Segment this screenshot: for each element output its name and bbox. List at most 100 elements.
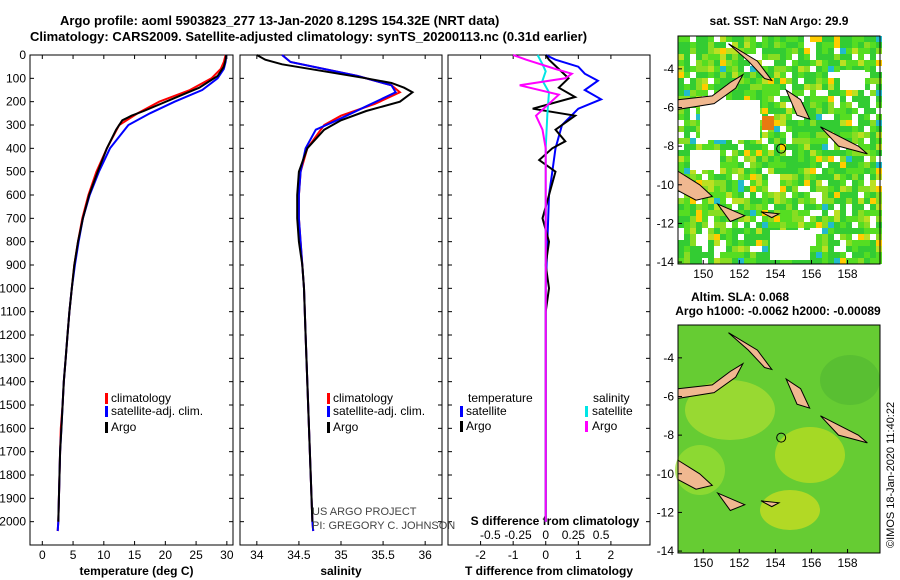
sst-cell bbox=[798, 60, 804, 66]
sst-cell bbox=[834, 108, 840, 114]
sst-cell bbox=[744, 90, 750, 96]
sst-cell bbox=[870, 90, 876, 96]
lat-tick-label: -8 bbox=[663, 139, 674, 153]
sst-cell bbox=[774, 54, 780, 60]
lon-tick-label: 150 bbox=[693, 267, 713, 281]
sst-cell bbox=[684, 48, 690, 54]
sst-cell bbox=[852, 234, 858, 240]
sst-cell bbox=[798, 156, 804, 162]
sst-cell bbox=[810, 72, 816, 78]
sst-cell bbox=[876, 180, 882, 186]
sst-cell bbox=[810, 48, 816, 54]
sst-cell bbox=[690, 120, 696, 126]
sst-cell bbox=[738, 210, 744, 216]
sst-cell bbox=[708, 174, 714, 180]
sst-cell bbox=[774, 216, 780, 222]
x-tick-label: 34.5 bbox=[287, 548, 311, 562]
sst-cell bbox=[744, 48, 750, 54]
sst-cell bbox=[768, 192, 774, 198]
sst-cell bbox=[846, 132, 852, 138]
sst-cell bbox=[870, 192, 876, 198]
sst-cell bbox=[702, 222, 708, 228]
sst-cell bbox=[828, 216, 834, 222]
sst-cell bbox=[780, 198, 786, 204]
sst-cell bbox=[816, 48, 822, 54]
sst-cell bbox=[828, 84, 834, 90]
sst-cell bbox=[864, 132, 870, 138]
legend-satellite-label: satellite-adj. clim. bbox=[111, 404, 203, 418]
sst-cell bbox=[816, 162, 822, 168]
sst-cell bbox=[684, 234, 690, 240]
sst-cell bbox=[858, 228, 864, 234]
sst-cell bbox=[714, 246, 720, 252]
sst-cell bbox=[762, 144, 768, 150]
sst-cell bbox=[774, 120, 780, 126]
sla-map-subtitle: Argo h1000: -0.0062 h2000: -0.00089 bbox=[675, 304, 881, 318]
sst-cell bbox=[696, 144, 702, 150]
sst-cell bbox=[690, 72, 696, 78]
sst-cell bbox=[792, 174, 798, 180]
sst-cell bbox=[846, 252, 852, 258]
sst-cell bbox=[714, 228, 720, 234]
sst-cell bbox=[678, 120, 684, 126]
sst-cell bbox=[834, 174, 840, 180]
sst-cell bbox=[690, 108, 696, 114]
sst-cell bbox=[816, 54, 822, 60]
sst-cell bbox=[822, 108, 828, 114]
sst-cell bbox=[774, 192, 780, 198]
lon-tick-label: 154 bbox=[765, 267, 785, 281]
legend-climatology-swatch bbox=[327, 393, 330, 404]
sst-cell bbox=[684, 90, 690, 96]
sst-cell bbox=[696, 126, 702, 132]
sst-cell bbox=[702, 54, 708, 60]
x-tick-label: 15 bbox=[128, 548, 142, 562]
sst-cell bbox=[678, 114, 684, 120]
sst-cell bbox=[714, 36, 720, 42]
sst-cell bbox=[846, 54, 852, 60]
sst-cell bbox=[864, 138, 870, 144]
sst-cell bbox=[834, 114, 840, 120]
sst-cell bbox=[786, 72, 792, 78]
sst-cell bbox=[708, 42, 714, 48]
sst-cell bbox=[822, 150, 828, 156]
sst-cell bbox=[750, 168, 756, 174]
sst-cell bbox=[732, 192, 738, 198]
sst-cell bbox=[780, 216, 786, 222]
sst-cell bbox=[690, 234, 696, 240]
sst-cell bbox=[696, 54, 702, 60]
profile-panel-2: 34 34.5 35 35.5 36 salinity bbox=[239, 54, 443, 578]
sst-cell bbox=[708, 228, 714, 234]
sst-cell bbox=[732, 240, 738, 246]
sst-cell bbox=[792, 258, 798, 264]
sst-cell bbox=[714, 204, 720, 210]
sst-cell bbox=[774, 84, 780, 90]
sst-cell bbox=[726, 48, 732, 54]
sst-cell bbox=[834, 54, 840, 60]
sst-cell bbox=[858, 222, 864, 228]
sst-cell bbox=[702, 36, 708, 42]
sst-cell bbox=[714, 186, 720, 192]
sst-cell bbox=[720, 198, 726, 204]
sst-cell bbox=[684, 108, 690, 114]
sst-cell bbox=[852, 162, 858, 168]
sst-cell bbox=[840, 222, 846, 228]
sst-cell bbox=[762, 246, 768, 252]
chart-title-line1: Argo profile: aoml 5903823_277 13-Jan-20… bbox=[60, 13, 500, 28]
sst-cell bbox=[786, 102, 792, 108]
y-tick-label: 300 bbox=[6, 118, 26, 132]
sst-cell bbox=[750, 66, 756, 72]
sst-cell bbox=[858, 138, 864, 144]
sst-cell bbox=[684, 54, 690, 60]
sst-cell bbox=[792, 84, 798, 90]
sst-cell bbox=[876, 60, 882, 66]
sst-cell bbox=[756, 204, 762, 210]
sst-cell bbox=[690, 222, 696, 228]
sst-cell bbox=[690, 114, 696, 120]
sst-cell bbox=[750, 162, 756, 168]
sst-cell bbox=[792, 48, 798, 54]
sst-cell bbox=[774, 258, 780, 264]
sst-cell bbox=[816, 72, 822, 78]
sst-cell bbox=[828, 108, 834, 114]
sst-cell bbox=[738, 36, 744, 42]
